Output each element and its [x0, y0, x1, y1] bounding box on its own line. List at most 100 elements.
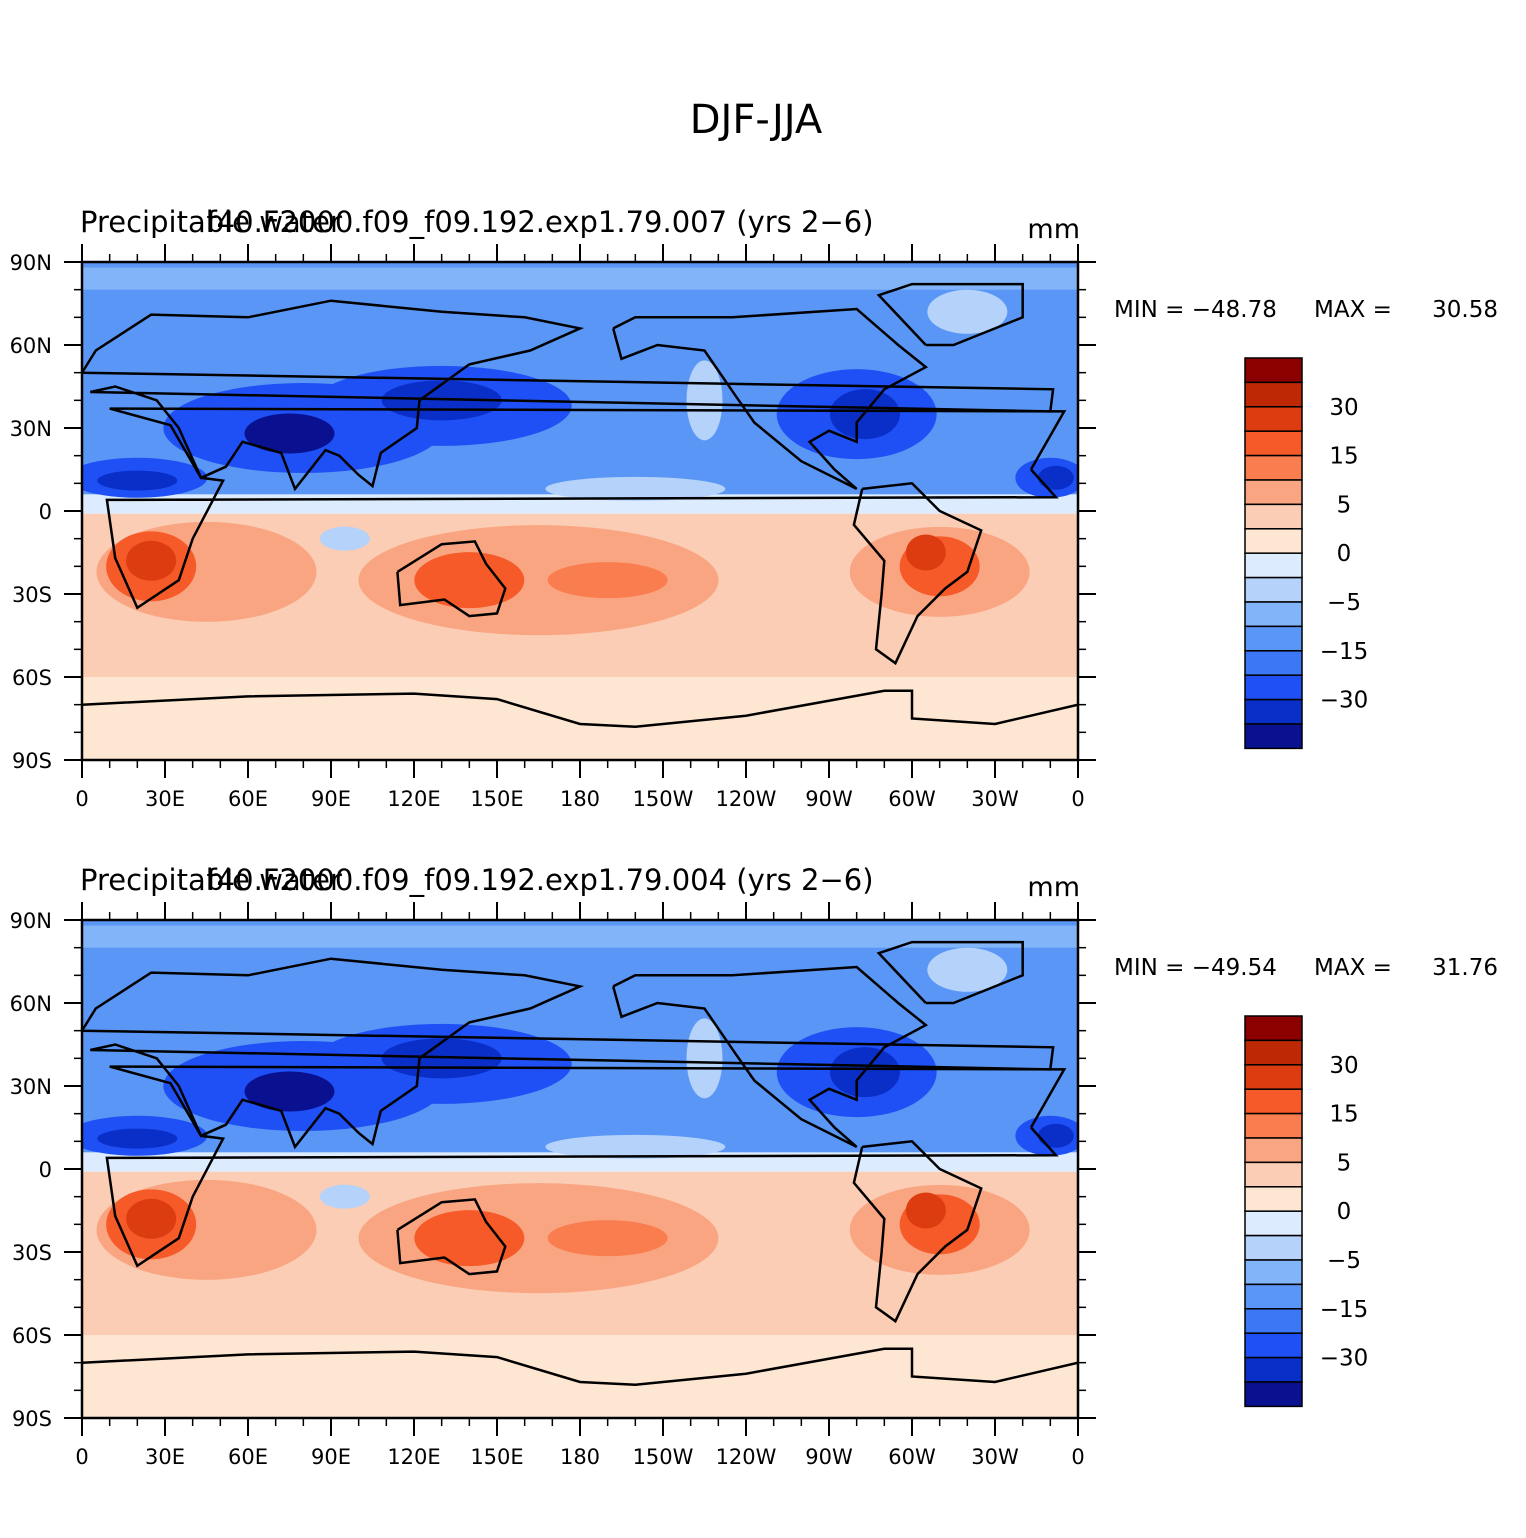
colorbar-box [1244, 357, 1303, 384]
colorbar-box [1244, 1234, 1303, 1261]
coastline [611, 307, 929, 491]
lat-tick-label: 60S [12, 666, 52, 690]
figure-title: DJF-JJA [690, 97, 823, 143]
coastline [611, 965, 929, 1149]
lat-tick-label: 30N [10, 417, 52, 441]
colorbar-box [1244, 1137, 1303, 1164]
coastline [105, 1065, 1067, 1268]
lon-tick-label: 120E [387, 787, 440, 811]
colorbar-box [1244, 1161, 1303, 1188]
colorbar-box [1244, 381, 1303, 408]
colorbar-box [1244, 650, 1303, 676]
colorbar-label: 30 [1329, 1053, 1358, 1079]
coastline [852, 1139, 983, 1324]
colorbar-box [1244, 1064, 1303, 1090]
lon-tick-label: 90E [311, 1445, 351, 1469]
min-label: MIN = −48.78 [1114, 297, 1277, 323]
field-contour [82, 925, 1078, 948]
max-value: 30.58 [1432, 297, 1498, 323]
coastline [82, 1347, 1078, 1387]
units-label: mm [1027, 214, 1080, 245]
colorbar-label: 15 [1329, 1102, 1358, 1128]
lon-tick-label: 60W [888, 1445, 936, 1469]
field-contour [1037, 1123, 1074, 1148]
colorbar-box [1244, 1088, 1303, 1115]
panel-left-title: Precipitable water [80, 863, 342, 897]
coastline [82, 957, 1055, 1150]
lon-tick-label: 0 [75, 787, 88, 811]
panel-left-title: Precipitable water [80, 205, 342, 239]
colorbar-box [1244, 1039, 1303, 1066]
coastline [876, 282, 1024, 347]
lon-tick-label: 30E [145, 1445, 185, 1469]
colorbar-box [1244, 674, 1303, 701]
lon-tick-label: 60E [228, 787, 268, 811]
lon-tick-label: 180 [560, 1445, 600, 1469]
lat-tick-label: 60N [10, 334, 52, 358]
lon-tick-label: 30E [145, 787, 185, 811]
lat-tick-label: 30S [12, 583, 52, 607]
colorbar: 30 15 5 0 −5 −15 −30 [1244, 357, 1369, 750]
colorbar-label: −15 [1320, 1297, 1369, 1323]
lat-tick-label: 0 [39, 500, 52, 524]
field-contour [319, 526, 370, 551]
max-label: MAX = [1314, 955, 1392, 981]
colorbar-label: 5 [1337, 492, 1352, 518]
field-contour [927, 289, 1008, 334]
field-contour [1037, 465, 1074, 490]
colorbar-box [1244, 528, 1303, 554]
map-plot: 90N 60N 30N 0 30S 60S 90S 0 30E 60E 90E 120E 150E 180… [10, 244, 1096, 811]
colorbar-label: 30 [1329, 395, 1358, 421]
field-contour [97, 470, 178, 491]
colorbar-label: −30 [1320, 688, 1369, 714]
field-contour [358, 525, 719, 636]
colorbar-box [1244, 723, 1303, 750]
lat-tick-label: 30S [12, 1241, 52, 1265]
colorbar-box [1244, 552, 1303, 579]
lon-tick-label: 150W [633, 1445, 694, 1469]
lon-tick-label: 150E [470, 787, 523, 811]
coastline [396, 540, 507, 618]
colorbar-label: −5 [1327, 1248, 1361, 1274]
colorbar-label: −15 [1320, 639, 1369, 665]
field-contour [97, 1128, 178, 1149]
colorbar-box [1244, 1015, 1303, 1042]
coastline [82, 299, 1055, 492]
lat-tick-label: 90N [10, 251, 52, 275]
field-contour [686, 1018, 723, 1099]
max-value: 31.76 [1432, 955, 1498, 981]
colorbar-box [1244, 454, 1303, 481]
lon-tick-label: 150E [470, 1445, 523, 1469]
units-label: mm [1027, 872, 1080, 903]
field-contour [126, 1198, 177, 1239]
colorbar-box [1244, 1112, 1303, 1139]
lon-tick-label: 0 [1071, 1445, 1084, 1469]
colorbar-box [1244, 503, 1303, 530]
colorbar: 30 15 5 0 −5 −15 −30 [1244, 1015, 1369, 1408]
panel-exp1-79-007: Precipitable waterf40.F2000.f09_f09.192.… [10, 205, 1498, 811]
lat-tick-label: 60N [10, 992, 52, 1016]
panel-center-title: f40.F2000.f09_f09.192.exp1.79.007 (yrs 2… [206, 205, 873, 239]
coastline [852, 481, 983, 666]
lon-tick-label: 60E [228, 1445, 268, 1469]
field-contour [686, 360, 723, 441]
colorbar-box [1244, 1332, 1303, 1359]
lon-tick-label: 90W [805, 1445, 853, 1469]
max-label: MAX = [1314, 297, 1392, 323]
lat-tick-label: 90N [10, 909, 52, 933]
colorbar-box [1244, 1283, 1303, 1310]
coastline [876, 940, 1024, 1005]
field-contour [82, 267, 1078, 290]
field-contour [905, 534, 946, 571]
lon-tick-label: 120W [716, 1445, 777, 1469]
colorbar-box [1244, 430, 1303, 457]
colorbar-box [1244, 601, 1303, 628]
coastline [82, 689, 1078, 729]
map-plot: 90N 60N 30N 0 30S 60S 90S 0 30E 60E 90E 120E 150E 180… [10, 902, 1096, 1469]
lon-tick-label: 120W [716, 787, 777, 811]
colorbar-label: −5 [1327, 590, 1361, 616]
lat-tick-label: 30N [10, 1075, 52, 1099]
colorbar-box [1244, 1210, 1303, 1237]
field-contour [545, 476, 726, 501]
